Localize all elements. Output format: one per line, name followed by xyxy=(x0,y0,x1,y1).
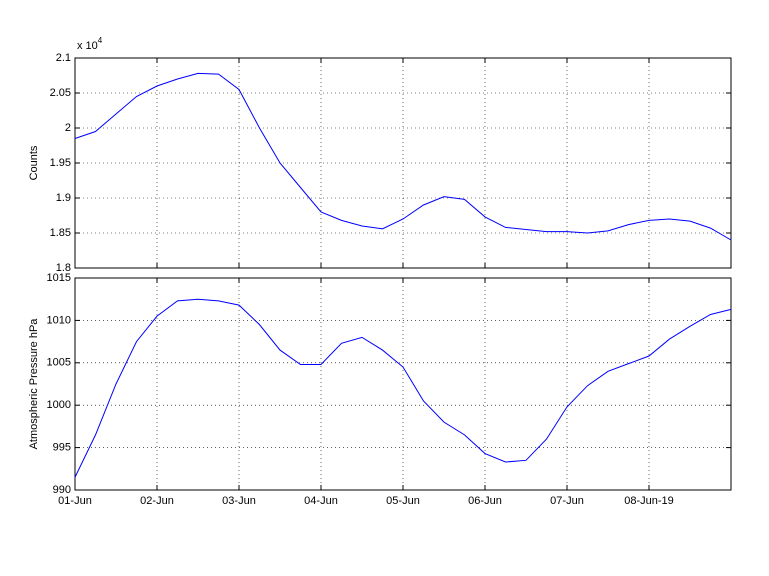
y-tick-label: 2 xyxy=(65,122,71,134)
y-tick-label: 1015 xyxy=(47,272,71,284)
x-tick-label: 02-Jun xyxy=(140,495,174,507)
x-tick-label: 07-Jun xyxy=(550,495,584,507)
axes-box xyxy=(74,57,732,269)
y-tick-label: 1010 xyxy=(47,314,71,326)
y-tick-label: 990 xyxy=(53,484,71,496)
x-tick-label: 03-Jun xyxy=(222,495,256,507)
multiplier-exponent: 4 xyxy=(98,36,103,45)
x-tick-label: 01-Jun xyxy=(58,495,92,507)
axis-multiplier: x 104 xyxy=(77,36,103,52)
y-tick-label: 1000 xyxy=(47,399,71,411)
y-tick-label: 1.95 xyxy=(50,157,71,169)
data-line xyxy=(74,298,732,478)
y-tick-label: 2.05 xyxy=(50,87,71,99)
x-tick-label: 05-Jun xyxy=(386,495,420,507)
y-axis-label: Atmospheric Pressure hPa xyxy=(28,318,40,450)
y-tick-label: 995 xyxy=(53,442,71,454)
data-line xyxy=(74,72,732,241)
y-tick-label: 1.85 xyxy=(50,227,71,239)
y-axis-label: Counts xyxy=(28,145,40,180)
y-tick-label: 1005 xyxy=(47,357,71,369)
multiplier-base: x 10 xyxy=(77,40,98,52)
y-tick-label: 1.9 xyxy=(56,192,71,204)
x-tick-label: 08-Jun-19 xyxy=(624,495,674,507)
x-tick-label: 06-Jun xyxy=(468,495,502,507)
x-tick-label: 04-Jun xyxy=(304,495,338,507)
y-tick-label: 1.8 xyxy=(56,262,71,274)
axes-box xyxy=(74,277,732,491)
y-tick-label: 2.1 xyxy=(56,52,71,64)
